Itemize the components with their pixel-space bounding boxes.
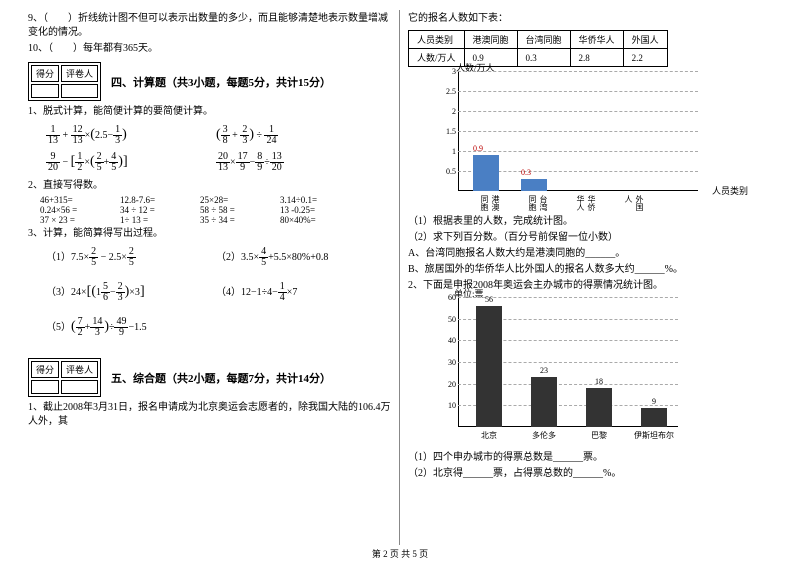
marker-label: 评卷人: [61, 65, 98, 82]
r-q2b: B、旅居国外的华侨华人比外国人的报名人数多大约______%。: [408, 263, 772, 277]
score-label-5: 得分: [31, 361, 59, 378]
p1-1: 1、脱式计算，能简便计算的要简便计算。: [28, 105, 391, 119]
sec5-q1: 1、截止2008年3月31日，报名申请成为北京奥运会志愿者的，除我国大陆的106…: [28, 401, 391, 429]
q10: 10、（ ）每年都有365天。: [28, 42, 391, 56]
page-footer: 第 2 页 共 5 页: [0, 545, 800, 560]
section4-header: 得分评卷人 四、计算题（共3小题，每题5分，共计15分）: [28, 62, 391, 101]
eq-row-2: 920 − [12×(25+45)] 2013×179−89÷1320: [46, 152, 391, 173]
volunteer-table: 人员类别港澳同胞台湾同胞华侨华人外国人 人数/万人0.90.32.82.2: [408, 30, 668, 67]
p1-3: 3、计算，能简算得写出过程。: [28, 227, 391, 241]
eq-row-1: 113 + 1213×(2.5−13) (38 + 23) ÷ 124: [46, 125, 391, 146]
vote-chart: 单位:票 605040302010 56北京23多伦多18巴黎9伊斯坦布尔: [438, 297, 698, 447]
r2-q1: （1）四个申办城市的得票总数是______票。: [408, 451, 772, 465]
chart1-xtitle: 人员类别: [712, 184, 748, 197]
section5-header: 得分评卷人 五、综合题（共2小题，每题7分，共计14分）: [28, 358, 391, 397]
r-q1: （1）根据表里的人数，完成统计图。: [408, 215, 772, 229]
section5-title: 五、综合题（共2小题，每题7分，共计14分）: [111, 370, 331, 386]
r-q2: （2）求下列百分数。（百分号前保留一位小数）: [408, 231, 772, 245]
score-table-4: 得分评卷人: [28, 62, 101, 101]
calc-grid: 46+315=12.8-7.6=25×28=3.14÷0.1= 0.24×56 …: [40, 195, 391, 225]
r2-q2: （2）北京得______票，占得票总数的______%。: [408, 467, 772, 481]
right-top: 它的报名人数如下表：: [408, 12, 772, 26]
volunteer-chart: 人数/万人 人员类别 32.521.510.5 0.90.3 港澳同胞台湾同胞华…: [438, 71, 718, 211]
score-label: 得分: [31, 65, 59, 82]
chart1-ytitle: 人数/万人: [456, 61, 495, 74]
r-q2a: A、台湾同胞报名人数大约是港澳同胞的______。: [408, 247, 772, 261]
score-table-5: 得分评卷人: [28, 358, 101, 397]
p1-2: 2、直接写得数。: [28, 179, 391, 193]
section4-title: 四、计算题（共3小题，每题5分，共计15分）: [111, 74, 331, 90]
eq-p3-3: （3）24×[(156−23)×3] （4）12−1÷4−14×7: [46, 282, 391, 303]
eq-p3-5: （5）(72+143)÷499−1.5: [46, 317, 391, 338]
eq-p3-1: （1）7.5×25 − 2.5×25 （2）3.5×45+5.5×80%+0.8: [46, 247, 391, 268]
q9: 9、（ ）折线统计图不但可以表示出数量的多少，而且能够清楚地表示数量增减变化的情…: [28, 12, 391, 40]
marker-label-5: 评卷人: [61, 361, 98, 378]
